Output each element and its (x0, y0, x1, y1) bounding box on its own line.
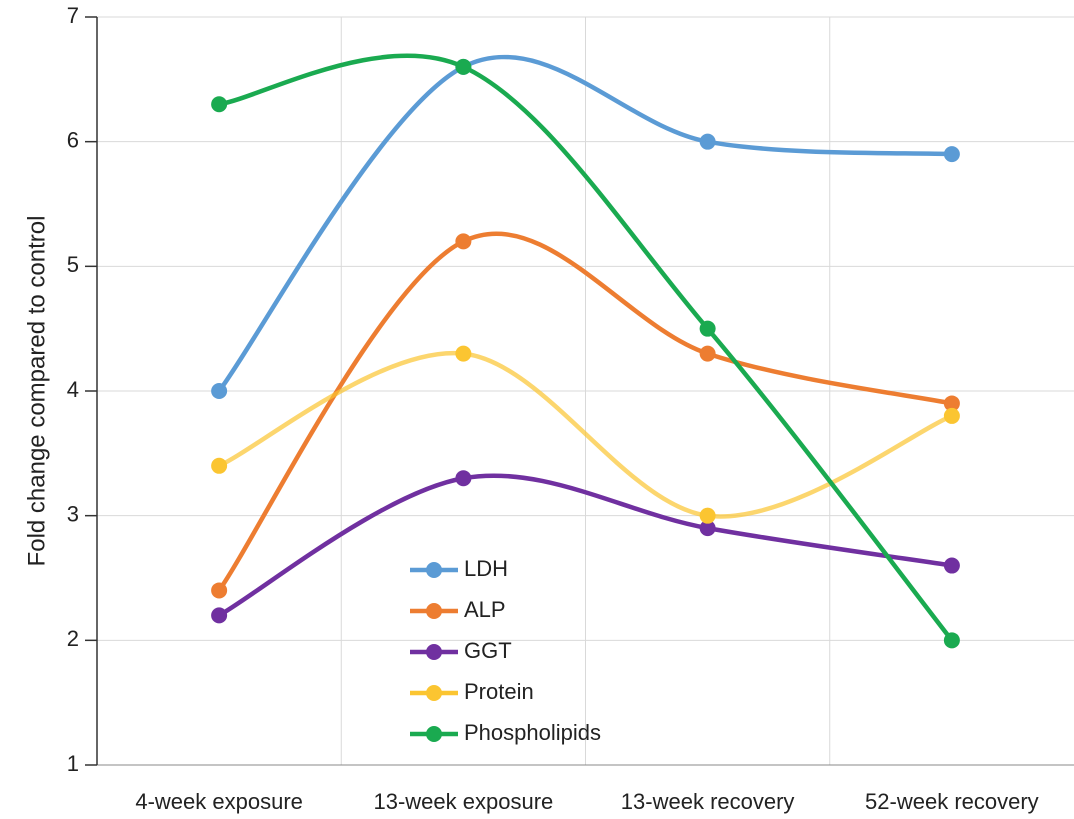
legend-marker (426, 685, 442, 701)
legend-marker (426, 726, 442, 742)
y-tick-label: 4 (67, 377, 79, 402)
y-tick-label: 5 (67, 252, 79, 277)
data-point (211, 383, 228, 399)
legend-label: LDH (464, 556, 508, 581)
data-point (699, 520, 716, 537)
legend-marker (426, 644, 442, 660)
data-point (699, 507, 716, 524)
data-point (455, 58, 472, 75)
data-point (455, 470, 472, 487)
data-point (455, 233, 472, 250)
legend-label: Phospholipids (464, 720, 601, 745)
data-point (699, 320, 716, 337)
series-line (218, 473, 953, 618)
legend-marker (426, 603, 442, 619)
data-point (455, 345, 472, 362)
series-line (217, 54, 952, 393)
series-line (217, 231, 953, 592)
data-point (699, 133, 716, 150)
data-point (943, 146, 960, 163)
y-tick-label: 1 (67, 751, 79, 776)
x-tick-label: 13-week exposure (373, 789, 553, 814)
data-point (943, 395, 960, 412)
x-tick-label: 4-week exposure (135, 789, 303, 814)
series-line (218, 350, 953, 519)
y-tick-label: 3 (67, 501, 79, 526)
y-tick-label: 6 (67, 127, 79, 152)
data-point (211, 96, 228, 113)
data-point (699, 345, 716, 362)
series-line (218, 53, 954, 642)
legend-marker (426, 562, 442, 578)
data-point (211, 607, 228, 624)
legend-label: ALP (464, 597, 506, 622)
legend-label: Protein (464, 679, 534, 704)
y-axis-label: Fold change compared to control (23, 216, 50, 567)
data-point (943, 557, 960, 574)
y-tick-label: 7 (67, 3, 79, 28)
data-point (211, 582, 228, 599)
data-point (943, 407, 960, 424)
y-tick-label: 2 (67, 626, 79, 651)
data-point (943, 632, 960, 649)
x-tick-label: 52-week recovery (865, 789, 1039, 814)
data-point (211, 457, 228, 474)
legend-label: GGT (464, 638, 512, 663)
x-tick-label: 13-week recovery (621, 789, 795, 814)
